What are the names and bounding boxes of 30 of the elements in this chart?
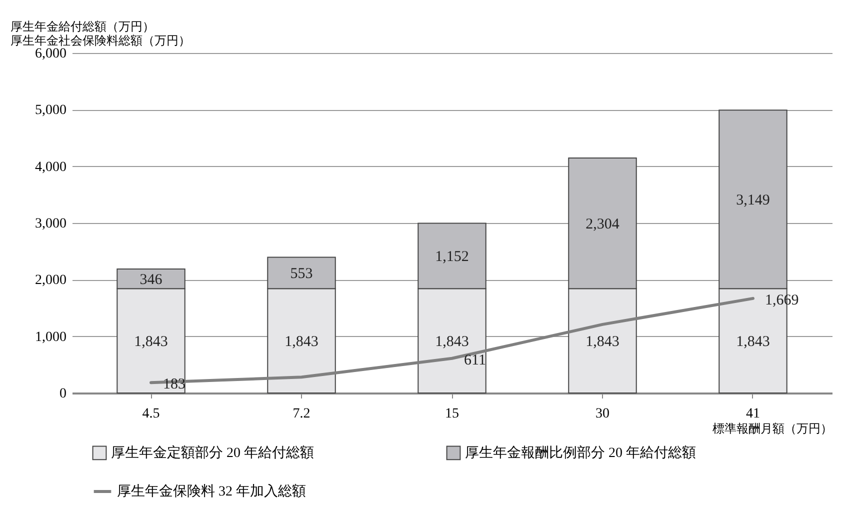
y-tick-label: 3,000: [35, 216, 66, 232]
data-label: 183: [163, 376, 186, 393]
data-label: 553: [290, 266, 313, 282]
data-label: 1,843: [134, 334, 168, 350]
x-tick-label: 15: [445, 406, 459, 422]
x-tick-label: 4.5: [142, 406, 160, 422]
y-tick-label: 1,000: [35, 330, 66, 345]
data-label: 611: [464, 352, 486, 368]
legend-label: 厚生年金保険料 32 年加入総額: [117, 484, 306, 500]
data-label: 2,304: [586, 216, 620, 232]
data-label: 1,152: [435, 248, 469, 265]
data-label: 1,843: [435, 334, 469, 350]
data-label: 1,843: [736, 334, 770, 350]
y-tick-label: 0: [60, 386, 66, 402]
y-axis-title: 厚生年金給付総額（万円）: [10, 20, 154, 34]
text: 厚生年金社会保険料総額（万円）: [10, 34, 190, 48]
x-tick-label: 7.2: [292, 406, 310, 422]
legend-label: 厚生年金報酬比例部分 20 年給付総額: [465, 444, 696, 461]
data-label: 346: [140, 272, 163, 288]
data-label: 3,149: [736, 192, 770, 208]
data-label: 1,843: [284, 334, 318, 350]
x-axis-title: 標準報酬月額（万円）: [712, 422, 832, 436]
y-tick-label: 6,000: [35, 46, 66, 62]
x-tick-label: 41: [746, 406, 760, 422]
y-tick-label: 5,000: [35, 103, 66, 118]
x-tick-label: 30: [595, 406, 610, 422]
y-tick-label: 2,000: [35, 273, 66, 288]
legend-label: 厚生年金定額部分 20 年給付総額: [111, 444, 314, 461]
y-tick-label: 4,000: [35, 160, 66, 175]
data-label: 1,843: [586, 334, 620, 350]
